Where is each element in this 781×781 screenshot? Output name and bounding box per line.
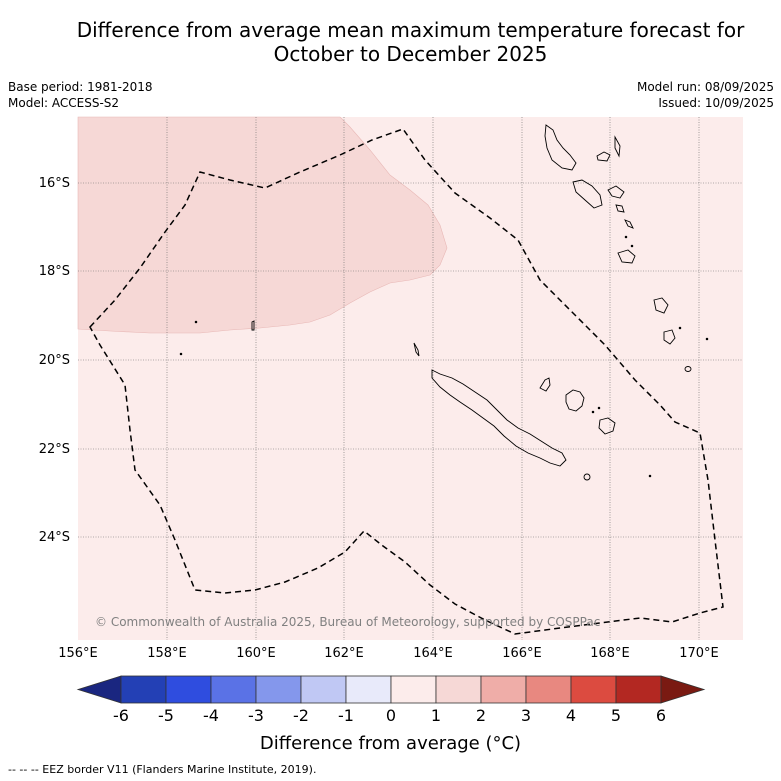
colorbar-segment — [570, 675, 617, 704]
colorbar-segment — [345, 675, 392, 704]
small-islets — [179, 235, 709, 478]
lat-label-18s: 18°S — [38, 264, 70, 279]
colorbar-tick-label: -4 — [203, 706, 219, 725]
isle-of-pines — [583, 473, 591, 481]
meta-left: Base period: 1981-2018 Model: ACCESS-S2 — [8, 79, 153, 111]
loyalty-island-lifou — [565, 389, 585, 412]
lon-label-168e: 168°E — [590, 646, 630, 661]
colorbar-segment — [615, 675, 662, 704]
colorbar-segment — [255, 675, 302, 704]
lon-label-170e: 170°E — [679, 646, 719, 661]
lon-label-162e: 162°E — [324, 646, 364, 661]
lon-label-158e: 158°E — [147, 646, 187, 661]
anomaly-field-warmer — [77, 116, 448, 334]
issued-date: Issued: 10/09/2025 — [658, 96, 774, 110]
eez-footnote: -- -- -- EEZ border V11 (Flanders Marine… — [8, 763, 317, 776]
colorbar-tick-label: -6 — [113, 706, 129, 725]
colorbar-label: Difference from average (°C) — [259, 733, 522, 754]
colorbar-tick-label: -5 — [158, 706, 174, 725]
graticule — [78, 117, 743, 640]
lon-label-166e: 166°E — [502, 646, 542, 661]
colorbar-segment — [390, 675, 437, 704]
chart-title: Difference from average mean maximum tem… — [0, 18, 781, 66]
colorbar-segment — [435, 675, 482, 704]
colorbar-tick-label: 5 — [610, 706, 622, 725]
colorbar-tick-label: 3 — [520, 706, 532, 725]
colorbar-tick-label: 4 — [565, 706, 577, 725]
colorbar-segment — [480, 675, 527, 704]
meta-right: Model run: 08/09/2025 Issued: 10/09/2025 — [637, 79, 774, 111]
lat-label-20s: 20°S — [38, 353, 70, 368]
colorbar-tick-label: -2 — [293, 706, 309, 725]
belep-island — [413, 342, 420, 357]
lat-label-24s: 24°S — [38, 530, 70, 545]
title-line-1: Difference from average mean maximum tem… — [76, 18, 745, 42]
base-period: Base period: 1981-2018 — [8, 80, 153, 94]
colorbar-tick-label: 2 — [475, 706, 487, 725]
model-run: Model run: 08/09/2025 — [636, 80, 774, 94]
vanuatu-islands — [544, 124, 692, 372]
colorbar-segment — [210, 675, 257, 704]
new-caledonia-island — [431, 369, 567, 467]
eez-border — [89, 128, 724, 635]
colorbar — [76, 675, 706, 704]
colorbar-segment — [120, 675, 167, 704]
lat-label-16s: 16°S — [38, 176, 70, 191]
colorbar-segment — [525, 675, 572, 704]
loyalty-island-mare — [598, 417, 616, 435]
title-line-2: October to December 2025 — [273, 42, 548, 66]
lon-label-156e: 156°E — [58, 646, 98, 661]
lon-label-160e: 160°E — [236, 646, 276, 661]
model-name: Model: ACCESS-S2 — [8, 96, 120, 110]
colorbar-tick-label: -1 — [338, 706, 354, 725]
colorbar-segment — [300, 675, 347, 704]
copyright-text: © Commonwealth of Australia 2025, Bureau… — [95, 615, 600, 629]
colorbar-tick-label: 1 — [430, 706, 442, 725]
colorbar-extend-low — [76, 675, 122, 704]
colorbar-segment — [165, 675, 212, 704]
colorbar-tick-label: 0 — [385, 706, 397, 725]
lon-label-164e: 164°E — [413, 646, 453, 661]
colorbar-extend-high — [660, 675, 706, 704]
colorbar-tick-label: -3 — [248, 706, 264, 725]
lat-label-22s: 22°S — [38, 442, 70, 457]
colorbar-tick-label: 6 — [655, 706, 667, 725]
loyalty-island-ouvea — [539, 377, 551, 392]
